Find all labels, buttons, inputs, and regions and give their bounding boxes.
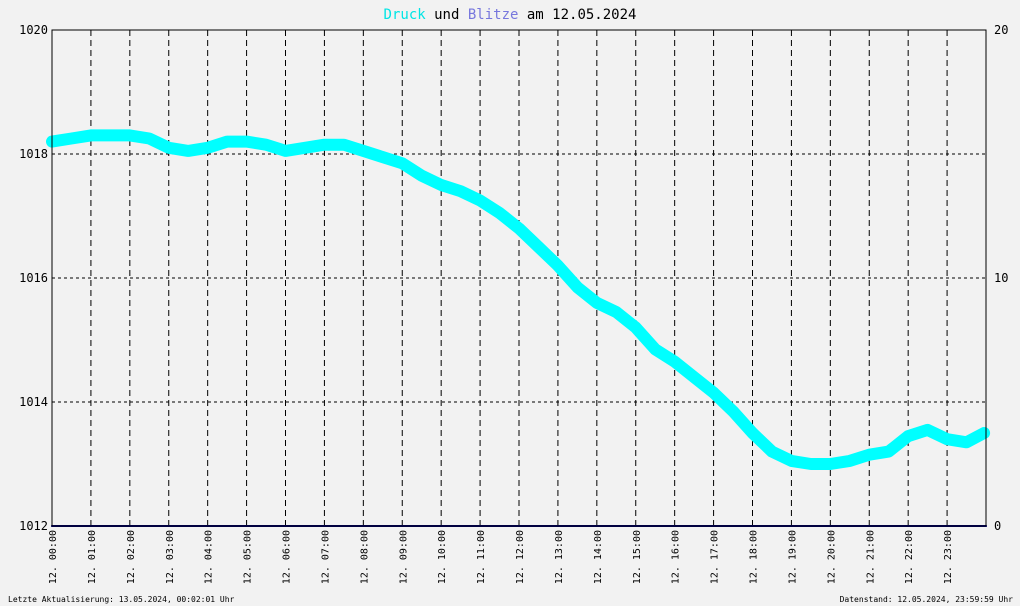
point-druck xyxy=(148,137,151,140)
point-druck xyxy=(809,463,812,465)
point-druck xyxy=(829,463,832,465)
point-druck xyxy=(187,149,190,152)
x-tick-label: 12. 19:00 xyxy=(787,530,798,584)
x-tick-label: 12. 12:00 xyxy=(515,530,526,584)
chart-title: Druck und Blitze am 12.05.2024 xyxy=(384,7,637,23)
point-druck xyxy=(946,438,949,441)
point-druck xyxy=(907,435,910,438)
point-druck xyxy=(556,264,559,267)
x-tick-label: 12. 16:00 xyxy=(671,530,682,584)
point-druck xyxy=(245,140,248,143)
point-druck xyxy=(362,149,365,152)
point-druck xyxy=(537,246,540,248)
footer-data-status: Datenstand: 12.05.2024, 23:59:59 Uhr xyxy=(840,595,1014,604)
y-right-tick-label: 20 xyxy=(994,23,1008,37)
x-tick-label: 12. 09:00 xyxy=(398,530,409,584)
y-left-tick-label: 1018 xyxy=(19,147,48,161)
point-druck xyxy=(89,134,92,137)
series-druck xyxy=(46,129,991,470)
title-und: und xyxy=(426,7,468,23)
point-druck xyxy=(634,326,637,329)
point-druck xyxy=(420,174,423,177)
x-tick-label: 12. 07:00 xyxy=(320,530,331,584)
point-druck xyxy=(965,441,968,444)
point-druck xyxy=(887,450,890,453)
y-left-tick-label: 1016 xyxy=(19,271,48,285)
point-druck xyxy=(284,149,287,152)
point-druck xyxy=(790,459,793,462)
footer-last-update: Letzte Aktualisierung: 13.05.2024, 00:02… xyxy=(8,595,235,604)
point-druck xyxy=(654,348,657,351)
title-blitze: Blitze xyxy=(468,7,519,23)
point-druck xyxy=(983,432,986,434)
y-right-tick-label: 10 xyxy=(994,271,1008,285)
point-druck xyxy=(128,134,131,137)
point-druck xyxy=(226,140,229,143)
point-druck xyxy=(868,453,871,456)
point-druck xyxy=(323,143,326,146)
y-left-tick-label: 1012 xyxy=(19,519,48,533)
point-druck xyxy=(109,134,112,137)
x-tick-label: 12. 22:00 xyxy=(904,530,915,584)
x-tick-label: 12. 17:00 xyxy=(710,530,721,584)
point-druck xyxy=(498,211,501,214)
x-tick-label: 12. 10:00 xyxy=(437,530,448,584)
x-tick-label: 12. 11:00 xyxy=(476,530,487,584)
y-left-tick-label: 1014 xyxy=(19,395,48,409)
point-druck xyxy=(342,143,345,146)
point-druck xyxy=(595,301,598,304)
x-tick-label: 12. 14:00 xyxy=(593,530,604,584)
title-druck: Druck xyxy=(384,7,427,23)
x-tick-label: 12. 00:00 xyxy=(48,530,59,584)
title-date: am 12.05.2024 xyxy=(518,7,636,23)
x-tick-label: 12. 03:00 xyxy=(165,530,176,584)
point-druck xyxy=(615,311,618,314)
point-druck xyxy=(712,391,715,394)
point-druck xyxy=(167,146,170,149)
plot-frame xyxy=(51,29,987,527)
grid xyxy=(52,30,986,526)
point-druck xyxy=(401,162,404,165)
x-tick-label: 12. 02:00 xyxy=(126,530,137,584)
x-tick-label: 12. 08:00 xyxy=(359,530,370,584)
x-tick-label: 12. 21:00 xyxy=(865,530,876,584)
point-druck xyxy=(693,376,696,379)
point-druck xyxy=(440,184,443,186)
x-tick-label: 12. 05:00 xyxy=(243,530,254,584)
point-druck xyxy=(206,146,209,149)
point-druck xyxy=(926,428,929,431)
point-druck xyxy=(70,137,73,140)
point-druck xyxy=(848,459,851,462)
point-druck xyxy=(576,286,579,289)
point-druck xyxy=(751,432,754,434)
point-druck xyxy=(381,156,384,159)
point-druck xyxy=(770,450,773,453)
point-druck xyxy=(303,146,306,149)
x-tick-label: 12. 18:00 xyxy=(749,530,760,584)
x-tick-label: 12. 15:00 xyxy=(632,530,643,584)
point-druck xyxy=(479,199,482,202)
x-tick-label: 12. 04:00 xyxy=(204,530,215,584)
x-tick-label: 12. 20:00 xyxy=(826,530,837,584)
x-tick-label: 12. 23:00 xyxy=(943,530,954,584)
point-druck xyxy=(673,360,676,363)
x-tick-label: 12. 13:00 xyxy=(554,530,565,584)
point-druck xyxy=(732,410,735,413)
y-right-tick-label: 0 xyxy=(994,519,1001,533)
point-druck xyxy=(518,227,520,230)
x-tick-label: 12. 01:00 xyxy=(87,530,98,584)
y-left-tick-label: 1020 xyxy=(19,23,48,37)
point-druck xyxy=(265,143,268,146)
x-tick-label: 12. 06:00 xyxy=(282,530,293,584)
point-druck xyxy=(459,190,462,193)
